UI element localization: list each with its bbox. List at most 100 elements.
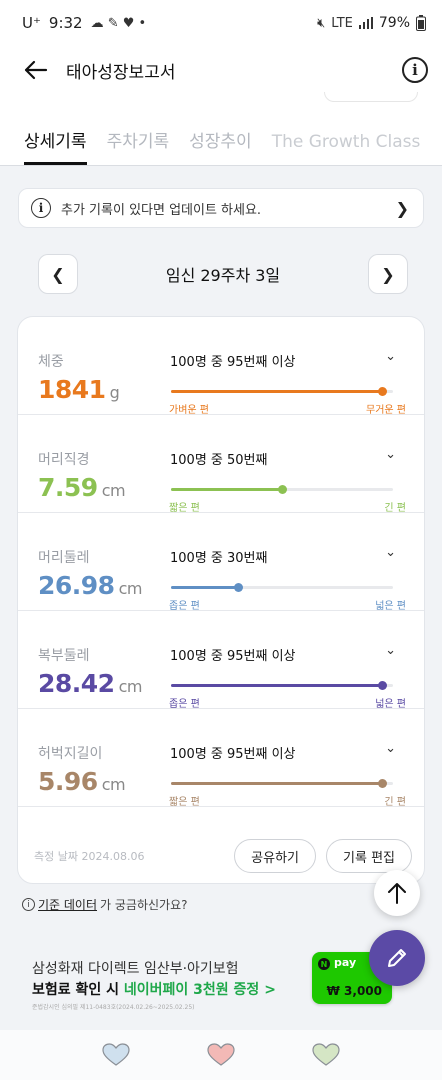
tab-growth-trend[interactable]: 성장추이 (189, 132, 252, 152)
metric-label: 체중 (38, 354, 64, 370)
metric-rank: 100명 중 95번째 이상 (170, 649, 296, 664)
measured-date: 측정 날짜 2024.08.06 (34, 850, 145, 863)
arrow-up-icon (388, 883, 406, 904)
info-icon: i (412, 61, 418, 79)
metric-value: 28.42 cm (38, 669, 142, 698)
percentile-marker (377, 387, 387, 396)
percentile-track (171, 387, 393, 396)
ad-line-1: 삼성화재 다이렉트 임산부·아기보험 (32, 961, 239, 977)
week-label: 임신 29주차 3일 (165, 266, 281, 285)
low-label: 좁은 편 (169, 699, 200, 710)
metric-label: 머리둘레 (38, 550, 90, 566)
chevron-down-icon[interactable]: ⌄ (385, 643, 396, 658)
growth-metrics-card: 체중 1841 g 100명 중 95번째 이상 ⌄ 가벼운 편 무거운 편 머리직경 7.59… (17, 316, 425, 884)
status-bar: U⁺ 9:32 ☁ ✎ ♥ • 🔇︎ LTE 79% (0, 0, 442, 46)
pay-label: pay (334, 956, 357, 969)
arrow-left-icon (24, 60, 48, 80)
tab-growth-class[interactable]: The Growth Class (271, 132, 421, 152)
percentile-track (171, 681, 393, 690)
metric-label: 복부둘레 (38, 648, 90, 664)
percentile-fill (171, 586, 238, 589)
edit-record-button[interactable]: 기록 편집 (326, 839, 412, 873)
chevron-down-icon[interactable]: ⌄ (385, 349, 396, 364)
tab-bar: 상세기록 주차기록 성장추이 The Growth Class (0, 108, 442, 166)
standard-data-question: i 기준 데이터 가 궁금하신가요? (22, 896, 187, 913)
percentile-track (171, 779, 393, 788)
signal-icon (358, 17, 373, 29)
low-label: 가벼운 편 (169, 405, 209, 416)
percentile-fill (171, 488, 282, 491)
bottom-bar (0, 1030, 442, 1080)
metric-row[interactable]: 머리직경 7.59 cm 100명 중 50번째 ⌄ 짧은 편 긴 편 (18, 415, 424, 514)
chevron-down-icon[interactable]: ⌄ (385, 447, 396, 462)
metric-unit: cm (118, 579, 143, 598)
battery-icon (416, 15, 426, 31)
notice-text: 추가 기록이 있다면 업데이트 하세요. (61, 202, 262, 218)
metric-value: 1841 g (38, 375, 120, 404)
chevron-down-icon[interactable]: ⌄ (385, 545, 396, 560)
scroll-top-button[interactable] (374, 870, 420, 916)
percentile-marker (233, 583, 243, 592)
ad-highlight: 네이버페이 3천원 증정 > (123, 982, 276, 998)
ad-fine-print: 준법감시인 심의필 제11-0483호(2024.02.26~2025.02.2… (32, 1004, 195, 1011)
week-navigator: ❮ 임신 29주차 3일 ❯ (38, 254, 408, 294)
pay-amount: ₩ 3,000 (326, 984, 382, 998)
percentile-track (171, 583, 393, 592)
high-label: 긴 편 (384, 797, 406, 808)
percentile-marker (377, 779, 387, 788)
update-notice[interactable]: i 추가 기록이 있다면 업데이트 하세요. ❯ (18, 188, 424, 228)
metric-row[interactable]: 체중 1841 g 100명 중 95번째 이상 ⌄ 가벼운 편 무거운 편 (18, 317, 424, 416)
metric-unit: cm (101, 775, 126, 794)
heart-green-icon[interactable] (312, 1043, 340, 1067)
sheet-edge (0, 92, 442, 108)
notification-icons: ☁ ✎ ♥ • (90, 15, 147, 31)
ad-banner[interactable]: 삼성화재 다이렉트 임산부·아기보험 보험료 확인 시 네이버페이 3천원 증정… (18, 932, 368, 1026)
heart-pink-icon[interactable] (207, 1043, 235, 1067)
chevron-down-icon[interactable]: ⌄ (385, 741, 396, 756)
low-label: 짧은 편 (169, 797, 200, 808)
network-label: LTE (331, 15, 353, 31)
metric-rank: 100명 중 95번째 이상 (170, 355, 296, 370)
metric-unit: cm (101, 481, 126, 500)
next-week-button[interactable]: ❯ (368, 254, 408, 294)
previous-week-button[interactable]: ❮ (38, 254, 78, 294)
percentile-marker (278, 485, 287, 494)
battery-label: 79% (378, 15, 410, 31)
high-label: 무거운 편 (366, 405, 406, 416)
chevron-right-icon: ❯ (381, 264, 395, 284)
carrier-label: U⁺ (22, 14, 41, 32)
standard-data-suffix: 가 궁금하신가요? (100, 898, 188, 912)
low-label: 짧은 편 (169, 503, 200, 514)
low-label: 좁은 편 (169, 601, 200, 612)
metric-rank: 100명 중 95번째 이상 (170, 747, 296, 762)
metric-rank: 100명 중 50번째 (170, 453, 268, 468)
tab-detail-record[interactable]: 상세기록 (24, 127, 87, 165)
metric-label: 머리직경 (38, 452, 90, 468)
metric-unit: g (109, 383, 120, 402)
metric-unit: cm (118, 677, 143, 696)
heart-blue-icon[interactable] (102, 1043, 130, 1067)
page-title: 태아성장보고서 (66, 62, 176, 83)
pencil-icon (388, 949, 406, 967)
share-button[interactable]: 공유하기 (234, 839, 317, 873)
info-button[interactable]: i (402, 57, 428, 83)
mute-icon: 🔇︎ (317, 15, 326, 31)
metric-row[interactable]: 허벅지길이 5.96 cm 100명 중 95번째 이상 ⌄ 짧은 편 긴 편 (18, 709, 424, 808)
chevron-right-icon: ❯ (395, 198, 409, 218)
info-icon: i (31, 198, 51, 218)
metric-label: 허벅지길이 (38, 746, 103, 762)
percentile-track (171, 485, 393, 494)
percentile-fill (171, 684, 382, 687)
metric-row[interactable]: 머리둘레 26.98 cm 100명 중 30번째 ⌄ 좁은 편 넓은 편 (18, 513, 424, 612)
tab-weekly-record[interactable]: 주차기록 (106, 132, 170, 152)
percentile-fill (171, 390, 382, 393)
standard-data-link[interactable]: 기준 데이터 (38, 898, 98, 912)
high-label: 넓은 편 (375, 601, 406, 612)
percentile-marker (377, 681, 387, 690)
metric-row[interactable]: 복부둘레 28.42 cm 100명 중 95번째 이상 ⌄ 좁은 편 넓은 편 (18, 611, 424, 710)
back-button[interactable] (22, 56, 50, 84)
write-record-button[interactable] (369, 930, 425, 986)
high-label: 넓은 편 (375, 699, 406, 710)
chevron-left-icon: ❮ (51, 264, 65, 284)
metric-rank: 100명 중 30번째 (170, 551, 268, 566)
